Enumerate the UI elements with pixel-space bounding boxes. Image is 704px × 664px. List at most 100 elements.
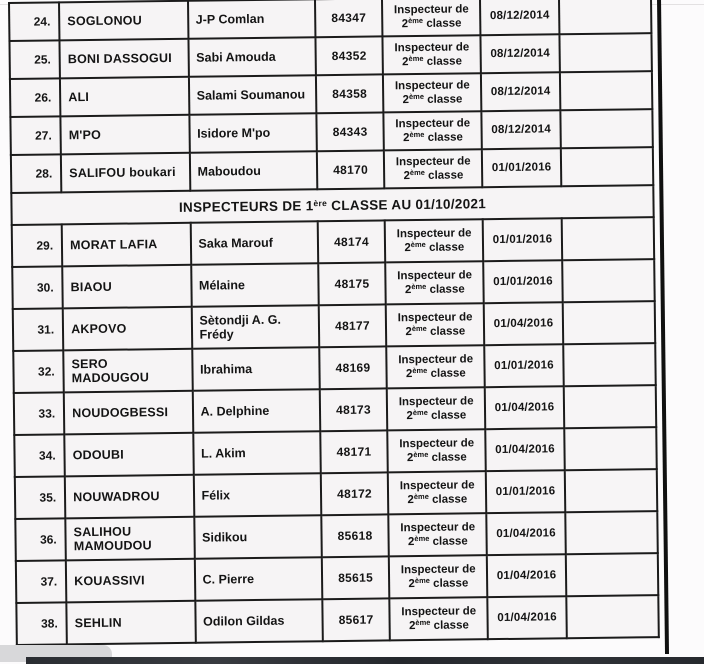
cell-matricule: 48175	[318, 262, 386, 306]
cell-surname: SALIFOU boukari	[61, 152, 190, 193]
cell-number: 35.	[14, 476, 66, 519]
grade-line2: 2ème classe	[388, 365, 484, 381]
cell-surname: SALIHOU MAMOUDOU	[65, 516, 195, 561]
grade-line1: Inspecteur de	[397, 310, 473, 324]
grade-rest: classe	[425, 240, 465, 254]
cell-firstname: C. Pierre	[194, 557, 323, 601]
grade-line2: 2ème classe	[386, 239, 482, 255]
cell-empty	[559, 71, 653, 111]
grade-rest: classe	[423, 54, 462, 68]
cell-empty	[563, 385, 657, 429]
grade-line1: Inspecteur de	[395, 116, 471, 130]
cell-date: 01/01/2016	[482, 148, 561, 188]
rows-1ere-classe: 29. MORAT LAFIA Saka Marouf 48174 Inspec…	[11, 217, 659, 645]
cell-number: 28.	[10, 154, 62, 193]
cell-surname: ODOUBI	[64, 432, 194, 477]
grade-line2: 2ème classe	[389, 491, 485, 507]
bottom-bar	[26, 657, 704, 664]
grade-line1: Inspecteur de	[395, 154, 471, 168]
grade-line1: Inspecteur de	[399, 436, 475, 450]
cell-firstname: L. Akim	[192, 431, 321, 475]
cell-empty	[564, 469, 658, 513]
grade-line1: Inspecteur de	[396, 226, 472, 240]
cell-date: 01/04/2016	[487, 554, 566, 598]
grade-superscript: ème	[411, 281, 427, 291]
grade-superscript: ème	[408, 91, 425, 101]
cell-firstname: Mélaine	[190, 263, 319, 307]
grade-line1: Inspecteur de	[393, 2, 469, 16]
grade-line2: 2ème classe	[384, 53, 480, 69]
section-header-suffix: CLASSE AU 01/10/2021	[327, 195, 487, 213]
cell-grade: Inspecteur de 2ème classe	[385, 261, 485, 305]
grade-rest: classe	[429, 576, 469, 590]
grade-superscript: ème	[408, 53, 424, 63]
grade-line1: Inspecteur de	[394, 78, 470, 92]
cell-grade: Inspecteur de 2ème classe	[386, 387, 486, 431]
grade-line2: 2ème classe	[388, 407, 484, 423]
grade-line2: 2ème classe	[385, 167, 481, 183]
cell-date: 08/12/2014	[480, 0, 560, 36]
cell-firstname: Sidikou	[193, 515, 322, 559]
cell-firstname: Maboudou	[189, 151, 318, 191]
cell-number: 32.	[13, 350, 64, 393]
cell-empty	[559, 33, 652, 73]
grade-line2: 2ème classe	[391, 617, 487, 633]
cell-grade: Inspecteur de 2ème classe	[383, 111, 483, 151]
cell-date: 08/12/2014	[480, 34, 560, 74]
cell-grade: Inspecteur de 2ème classe	[383, 73, 482, 113]
cell-grade: Inspecteur de 2ème classe	[382, 35, 482, 75]
grade-rest: classe	[426, 324, 466, 338]
rows-2eme-classe-top: 24. SOGLONOU J-P Comlan 84347 Inspecteur…	[9, 0, 654, 193]
cell-surname: M'PO	[60, 114, 190, 155]
cell-matricule: 85617	[322, 598, 390, 642]
cell-firstname: Isidore M'po	[188, 113, 317, 153]
grade-line2: 2ème classe	[387, 323, 483, 339]
cell-firstname: A. Delphine	[192, 389, 321, 433]
cell-number: 37.	[15, 560, 67, 603]
cell-number: 24.	[9, 2, 60, 41]
grade-rest: classe	[429, 534, 468, 548]
cell-date: 01/04/2016	[487, 596, 567, 640]
table-row: 38. SEHLIN Odilon Gildas 85617 Inspecteu…	[16, 595, 659, 645]
cell-number: 38.	[16, 602, 67, 645]
cell-date: 08/12/2014	[481, 72, 561, 112]
grade-line1: Inspecteur de	[394, 40, 470, 54]
grade-line2: 2ème classe	[389, 449, 485, 465]
cell-date: 01/04/2016	[485, 428, 565, 472]
cell-surname: SERO MADOUGOU	[63, 348, 193, 393]
grade-rest: classe	[426, 282, 465, 296]
cell-empty	[563, 427, 657, 471]
cell-surname: BIAOU	[62, 264, 192, 309]
grade-line1: Inspecteur de	[398, 394, 474, 408]
cell-date: 01/04/2016	[486, 512, 566, 556]
cell-empty	[562, 301, 656, 345]
cell-grade: Inspecteur de 2ème classe	[386, 345, 486, 389]
grade-superscript: ème	[411, 323, 427, 333]
grade-superscript: ème	[410, 239, 426, 249]
cell-surname: SEHLIN	[66, 600, 196, 645]
cell-number: 36.	[15, 518, 66, 561]
cell-date: 01/04/2016	[484, 302, 563, 346]
grade-superscript: ème	[414, 575, 430, 585]
cell-firstname: Sètondji A. G. Frédy	[191, 305, 320, 349]
cell-matricule: 48174	[317, 220, 386, 264]
cell-firstname: Sabi Amouda	[187, 37, 316, 77]
grade-rest: classe	[427, 408, 467, 422]
cell-number: 31.	[12, 308, 64, 351]
cell-firstname: Saka Marouf	[190, 221, 319, 265]
grade-line2: 2ème classe	[383, 15, 479, 31]
grade-line2: 2ème classe	[390, 575, 486, 591]
cell-grade: Inspecteur de 2ème classe	[387, 471, 487, 515]
cell-date: 01/01/2016	[483, 260, 563, 304]
grade-superscript: ème	[414, 533, 430, 543]
cell-firstname: Odilon Gildas	[194, 599, 323, 643]
cell-matricule: 85618	[321, 514, 389, 558]
cell-grade: Inspecteur de 2ème classe	[388, 513, 488, 557]
cell-matricule: 48169	[319, 346, 387, 390]
cell-number: 30.	[12, 266, 63, 309]
grade-superscript: ème	[413, 449, 429, 459]
cell-grade: Inspecteur de 2ème classe	[382, 0, 481, 37]
grade-line1: Inspecteur de	[398, 352, 474, 366]
inspectors-table: 24. SOGLONOU J-P Comlan 84347 Inspecteur…	[8, 0, 660, 646]
cell-grade: Inspecteur de 2ème classe	[389, 597, 489, 641]
